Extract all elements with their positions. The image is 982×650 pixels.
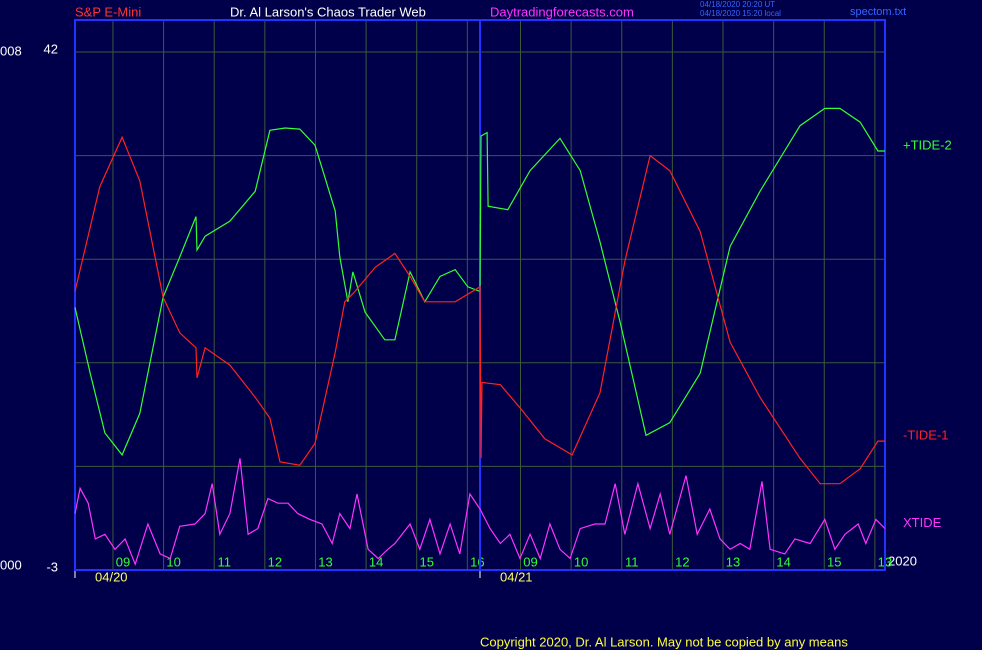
legend-label: XTIDE — [903, 515, 942, 530]
x-tick-label: 16 — [470, 554, 484, 569]
x-tick-label: 13 — [318, 554, 332, 569]
series-line — [74, 135, 885, 485]
x-tick-label: 12 — [675, 554, 689, 569]
site-title: Dr. Al Larson's Chaos Trader Web — [230, 4, 426, 19]
x-tick-label: 13 — [726, 554, 740, 569]
x-tick-label: 14 — [776, 554, 790, 569]
series-line — [74, 458, 886, 566]
x-tick-label: 11 — [625, 554, 639, 569]
date-label: 04/21 — [500, 569, 533, 584]
x-tick-label: 15 — [827, 554, 841, 569]
left-label: 008 — [0, 43, 22, 58]
date-label: 04/20 — [95, 569, 128, 584]
y-tick-label: -3 — [46, 559, 58, 574]
symbol: S&P E-Mini — [75, 4, 141, 19]
x-tick-label: 09 — [116, 554, 130, 569]
year: 2020 — [888, 553, 917, 568]
x-tick-label: 09 — [523, 554, 537, 569]
x-tick-label: 12 — [268, 554, 282, 569]
x-tick-label: 10 — [166, 554, 180, 569]
time-ut: 04/18/2020 20:20 UT — [700, 0, 775, 9]
legend-label: +TIDE-2 — [903, 137, 952, 152]
x-tick-label: 10 — [574, 554, 588, 569]
x-tick-label: 11 — [217, 554, 231, 569]
plot-area: 42-3 09 10 11 12 13 14 15 16 09 10 11 12 13 14 15 1304/2… — [44, 19, 952, 584]
file-name: spectom.txt — [850, 6, 906, 18]
legend-label: -TIDE-1 — [903, 428, 949, 443]
time-local: 04/18/2020 15:20 local — [700, 9, 781, 18]
x-tick-label: 14 — [369, 554, 383, 569]
footer: Copyright 2020, Dr. Al Larson. May not b… — [480, 634, 848, 649]
site-url: Daytradingforecasts.com — [490, 4, 634, 19]
x-tick-label: 15 — [419, 554, 433, 569]
y-tick-label: 42 — [44, 41, 58, 56]
left-label: 000 — [0, 557, 22, 572]
